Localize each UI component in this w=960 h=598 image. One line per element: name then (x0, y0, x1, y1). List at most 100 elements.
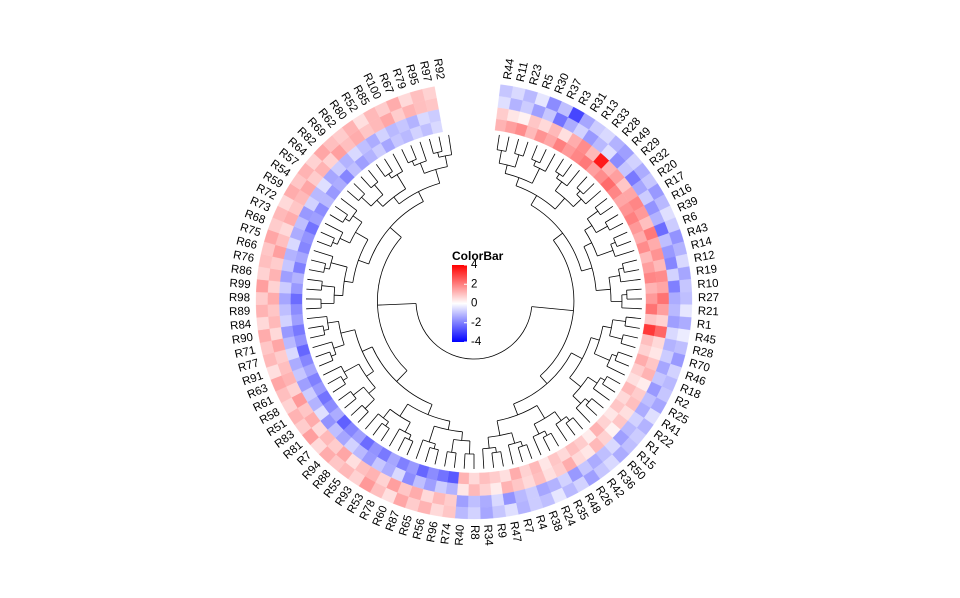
dendrogram-branch (358, 412, 368, 423)
dendrogram-branch (601, 378, 605, 381)
dendrogram-branch (386, 422, 389, 426)
heat-cell (499, 85, 513, 98)
row-label: R12 (693, 249, 716, 265)
dendrogram-branch (317, 241, 331, 246)
heat-cell (678, 267, 691, 281)
dendrogram-branch (603, 326, 612, 328)
dendrogram-branch (323, 366, 341, 375)
dendrogram-branch (369, 388, 376, 394)
dendrogram-branch (586, 191, 601, 204)
heat-cell (269, 327, 282, 340)
heat-cell (268, 280, 280, 293)
dendrogram-branch (624, 270, 639, 273)
dendrogram-branch (506, 137, 509, 152)
heat-cell (291, 304, 303, 315)
heat-cell (260, 341, 274, 356)
dendrogram-branch (534, 424, 539, 434)
dendrogram-branch (555, 412, 561, 421)
dendrogram-branch (588, 377, 597, 383)
dendrogram-branch (587, 211, 598, 219)
dendrogram-branch (355, 232, 367, 239)
dendrogram-branch (521, 441, 523, 446)
dendrogram-branch (532, 307, 574, 311)
dendrogram-branch (319, 360, 333, 366)
dendrogram-branch (324, 329, 329, 330)
heat-cell (435, 85, 449, 98)
heat-cell (644, 314, 657, 326)
dendrogram-branch (328, 321, 339, 323)
dendrogram-branch (581, 268, 592, 271)
heat-cell (256, 292, 268, 305)
heat-cell (479, 472, 490, 484)
dendrogram-branch (617, 241, 631, 246)
dendrogram-branch (573, 396, 581, 404)
dendrogram-branch (420, 163, 424, 173)
dendrogram-branch (626, 317, 641, 319)
dendrogram-branch (625, 326, 640, 328)
dendrogram-branch (545, 431, 547, 435)
dendrogram-branch (310, 335, 325, 338)
dendrogram-branch (376, 164, 385, 176)
dendrogram-branch (407, 441, 413, 455)
dendrogram-branch (429, 139, 433, 153)
dendrogram-branch (307, 317, 327, 319)
row-label: R19 (695, 263, 717, 278)
heat-cell (657, 282, 669, 294)
heat-cell (667, 316, 680, 329)
dendrogram-branch (610, 336, 623, 339)
dendrogram-branch (566, 417, 569, 421)
heat-cell (279, 282, 291, 294)
dendrogram-branch (610, 223, 623, 230)
heat-cell (664, 256, 677, 270)
dendrogram-branch (591, 338, 599, 341)
dendrogram-branch (445, 452, 448, 467)
heat-cell (496, 107, 509, 120)
dendrogram-branch (311, 260, 326, 264)
dendrogram-branch (429, 426, 434, 442)
heat-cell (656, 315, 669, 327)
dendrogram-branch (592, 399, 604, 409)
dendrogram-branch (567, 170, 580, 186)
heat-cell (479, 484, 491, 496)
dendrogram-branch (330, 215, 343, 223)
dendrogram-branch (622, 260, 637, 264)
dendrogram-branch (374, 185, 382, 195)
dendrogram-branch (389, 429, 399, 446)
row-label: R9 (494, 523, 508, 539)
dendrogram-branch (425, 447, 429, 461)
dendrogram-branch (496, 447, 497, 452)
heat-cell (442, 505, 456, 518)
heat-cell (430, 503, 444, 516)
dendrogram-branch (615, 360, 629, 366)
dendrogram-branch (309, 270, 324, 273)
dendrogram-branch (328, 376, 341, 383)
dendrogram-branch (553, 233, 562, 240)
dendrogram-branch (600, 206, 612, 214)
dendrogram-branch (334, 345, 344, 349)
dendrogram-branch (411, 145, 417, 159)
dendrogram-branch (563, 164, 572, 176)
heat-cell (257, 267, 270, 281)
heat-cell (468, 507, 481, 519)
dendrogram-branch (322, 286, 335, 287)
dendrogram-branch (623, 335, 638, 338)
heat-cell (489, 471, 501, 484)
dendrogram-branch (499, 150, 501, 163)
dendrogram-branch (448, 421, 450, 430)
heat-cell (501, 481, 514, 494)
dendrogram-branch (368, 170, 377, 182)
heat-cell (646, 293, 658, 304)
dendrogram-branch (377, 200, 383, 206)
dendrogram-branch (354, 184, 365, 194)
dendrogram-branch (523, 142, 528, 156)
dendrogram-branch (555, 182, 562, 191)
dendrogram-branch (515, 155, 519, 167)
dendrogram-branch (615, 251, 634, 257)
dendrogram-branch (435, 450, 438, 465)
dendrogram-branch (556, 159, 564, 172)
dendrogram-branch (555, 198, 565, 209)
heat-cell (439, 107, 452, 120)
dendrogram-branch (545, 154, 555, 172)
heat-cell (291, 272, 304, 284)
dendrogram-branch (516, 178, 519, 186)
